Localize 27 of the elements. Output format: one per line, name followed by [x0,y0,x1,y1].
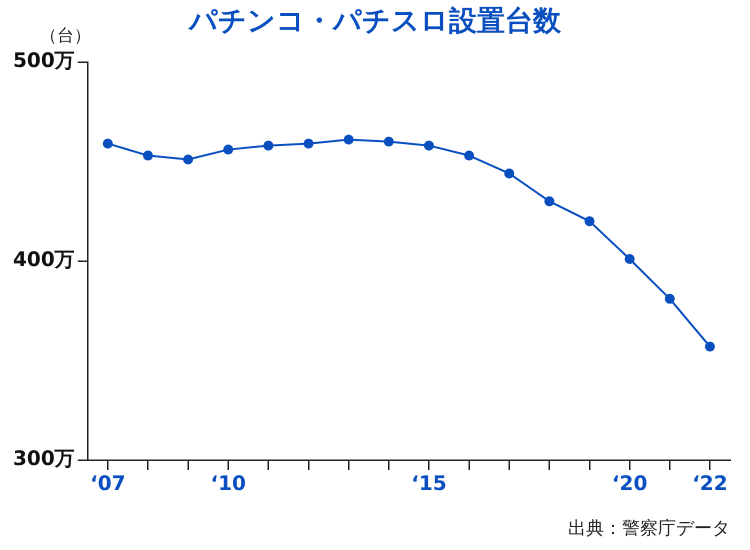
x-tick-label: ‘15 [411,471,447,496]
point [102,138,113,149]
x-tick-label: ‘10 [210,471,246,496]
point [584,216,595,226]
y-tick-label: 400万 [13,247,75,272]
point [664,294,675,304]
x-tick-label: ‘20 [612,471,648,496]
point [263,140,274,151]
point [183,154,194,165]
point [223,144,234,155]
y-tick-label: 500万 [13,48,75,72]
point [304,138,314,149]
chart-title: パチンコ・パチスロ設置台数 [189,4,561,37]
point [142,150,153,161]
y-axis-title: （台） [40,25,91,47]
point [504,168,514,178]
point [424,140,434,151]
point [624,254,635,264]
y-tick-label: 300万 [13,446,75,470]
point [704,342,715,352]
point [464,150,474,161]
point [344,134,354,145]
x-tick-label: ‘22 [692,471,728,496]
point [384,136,394,147]
point [544,196,554,206]
x-tick-label: ‘07 [90,471,126,496]
source-note: 出典：警察庁データ [568,517,730,540]
